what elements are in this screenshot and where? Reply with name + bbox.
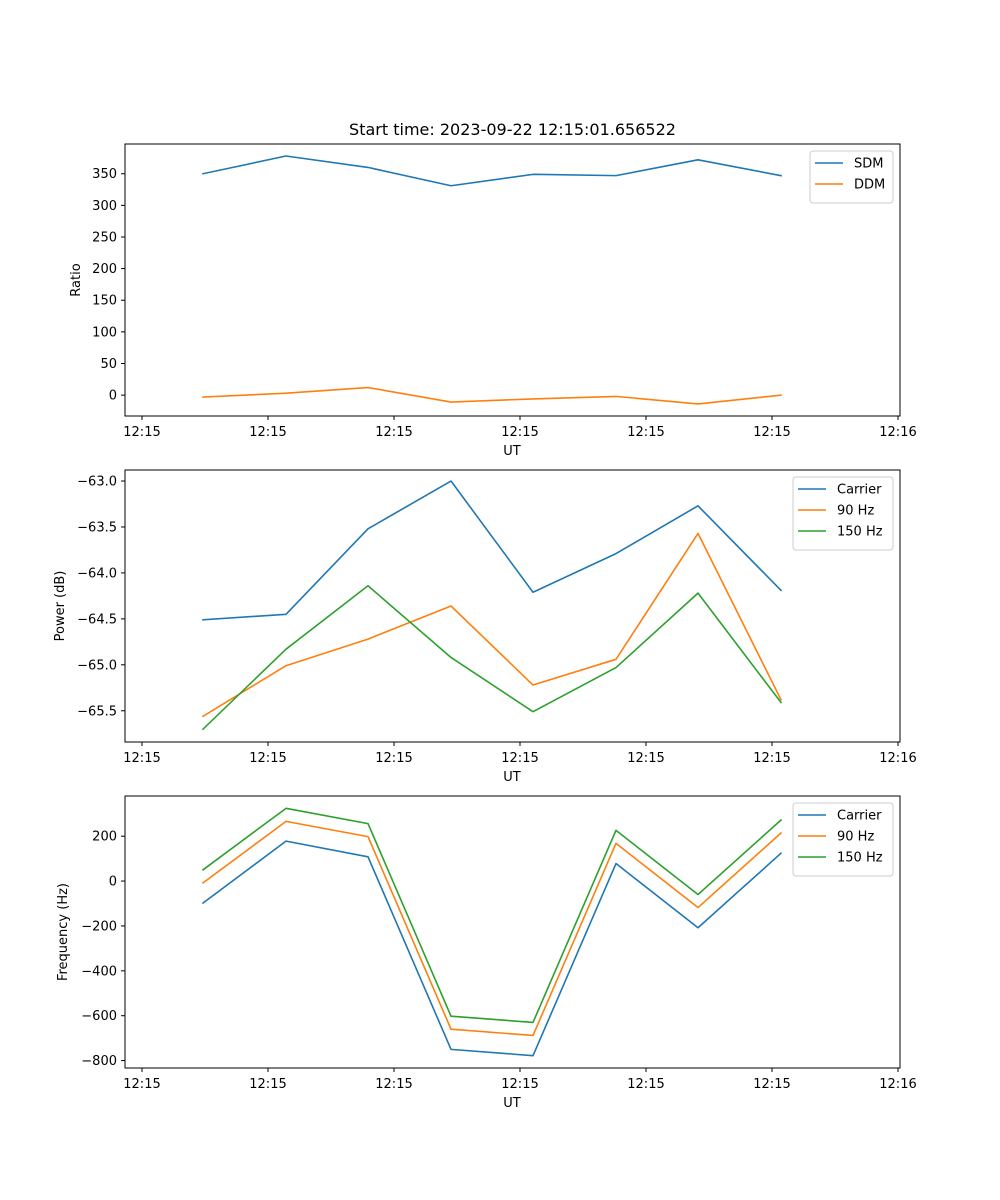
y-tick-label: −64.0 — [77, 566, 117, 581]
axes-frame — [124, 795, 901, 1069]
y-tick-label: 100 — [92, 325, 117, 340]
x-tick-label: 12:15 — [627, 751, 664, 766]
series-line-ddm — [202, 386, 782, 405]
x-tick-label: 12:15 — [753, 751, 790, 766]
x-tick-label: 12:16 — [879, 1077, 916, 1092]
x-tick-label: 12:15 — [627, 1077, 664, 1092]
x-tick-label: 12:16 — [879, 425, 916, 440]
x-tick-label: 12:15 — [501, 751, 538, 766]
y-tick-label: 300 — [92, 199, 117, 214]
legend-label: Carrier — [837, 483, 882, 498]
x-tick-label: 12:15 — [249, 1077, 286, 1092]
x-tick-label: 12:15 — [753, 1077, 790, 1092]
y-tick-label: −200 — [81, 919, 117, 934]
y-axis-label: Frequency (Hz) — [56, 883, 71, 981]
legend-label: Carrier — [837, 809, 882, 824]
y-tick-label: 200 — [92, 830, 117, 845]
x-axis-label: UT — [503, 1096, 521, 1111]
y-tick-label: −800 — [81, 1054, 117, 1069]
series-line-90-hz — [201, 820, 783, 1037]
x-tick-label: 12:15 — [123, 751, 160, 766]
series-line-carrier — [202, 480, 783, 621]
y-tick-label: −65.5 — [77, 704, 117, 719]
series-line-sdm — [202, 155, 782, 187]
x-axis-label: UT — [503, 444, 521, 459]
x-tick-label: 12:15 — [375, 425, 412, 440]
legend-box — [809, 150, 894, 204]
chart-title: Start time: 2023-09-22 12:15:01.656522 — [349, 120, 676, 139]
x-tick-label: 12:15 — [249, 751, 286, 766]
x-tick-label: 12:15 — [123, 425, 160, 440]
y-tick-label: 200 — [92, 262, 117, 277]
frequency-panel: 12:15 12:15 12:15 12:15 12:15 12:15 12:16 −800 −… — [56, 795, 917, 1111]
y-tick-label: 50 — [100, 357, 117, 372]
x-tick-label: 12:15 — [501, 1077, 538, 1092]
x-tick-label: 12:15 — [249, 425, 286, 440]
y-tick-label: −64.5 — [77, 612, 117, 627]
series-line-150-hz — [201, 584, 783, 731]
y-axis-label: Power (dB) — [53, 571, 68, 642]
x-tick-label: 12:15 — [501, 425, 538, 440]
y-tick-label: 0 — [109, 389, 117, 404]
legend-label: 150 Hz — [837, 525, 883, 540]
x-tick-label: 12:15 — [627, 425, 664, 440]
x-tick-label: 12:15 — [753, 425, 790, 440]
series-line-150-hz — [201, 807, 783, 1024]
power-panel: 12:15 12:15 12:15 12:15 12:15 12:15 12:16 −65.5… — [53, 469, 917, 785]
ratio-panel: 12:15 12:15 12:15 12:15 12:15 12:15 12:16 0 50 10… — [69, 143, 917, 459]
legend: Carrier 90 Hz 150 Hz — [792, 802, 894, 877]
legend-label: DDM — [854, 178, 885, 193]
x-tick-label: 12:15 — [123, 1077, 160, 1092]
x-tick-label: 12:15 — [375, 751, 412, 766]
x-axis-label: UT — [503, 770, 521, 785]
y-tick-label: 350 — [92, 167, 117, 182]
legend-label: SDM — [854, 157, 883, 172]
y-tick-label: −65.0 — [77, 658, 117, 673]
y-tick-label: 150 — [92, 294, 117, 309]
x-tick-label: 12:15 — [375, 1077, 412, 1092]
legend: Carrier 90 Hz 150 Hz — [792, 476, 894, 551]
axes-frame — [124, 143, 901, 417]
legend-label: 150 Hz — [837, 851, 883, 866]
y-axis-label: Ratio — [69, 263, 84, 296]
legend-label: 90 Hz — [837, 504, 874, 519]
axes-frame — [124, 469, 901, 743]
y-tick-label: 0 — [109, 875, 117, 890]
y-tick-label: −63.0 — [77, 475, 117, 490]
legend: SDM DDM — [809, 150, 894, 204]
y-tick-label: −600 — [81, 1009, 117, 1024]
y-tick-label: −63.5 — [77, 520, 117, 535]
series-line-carrier — [201, 840, 783, 1057]
y-tick-label: 250 — [92, 230, 117, 245]
y-tick-label: −400 — [81, 964, 117, 979]
series-line-90-hz — [201, 532, 783, 718]
legend-label: 90 Hz — [837, 830, 874, 845]
x-tick-label: 12:16 — [879, 751, 916, 766]
